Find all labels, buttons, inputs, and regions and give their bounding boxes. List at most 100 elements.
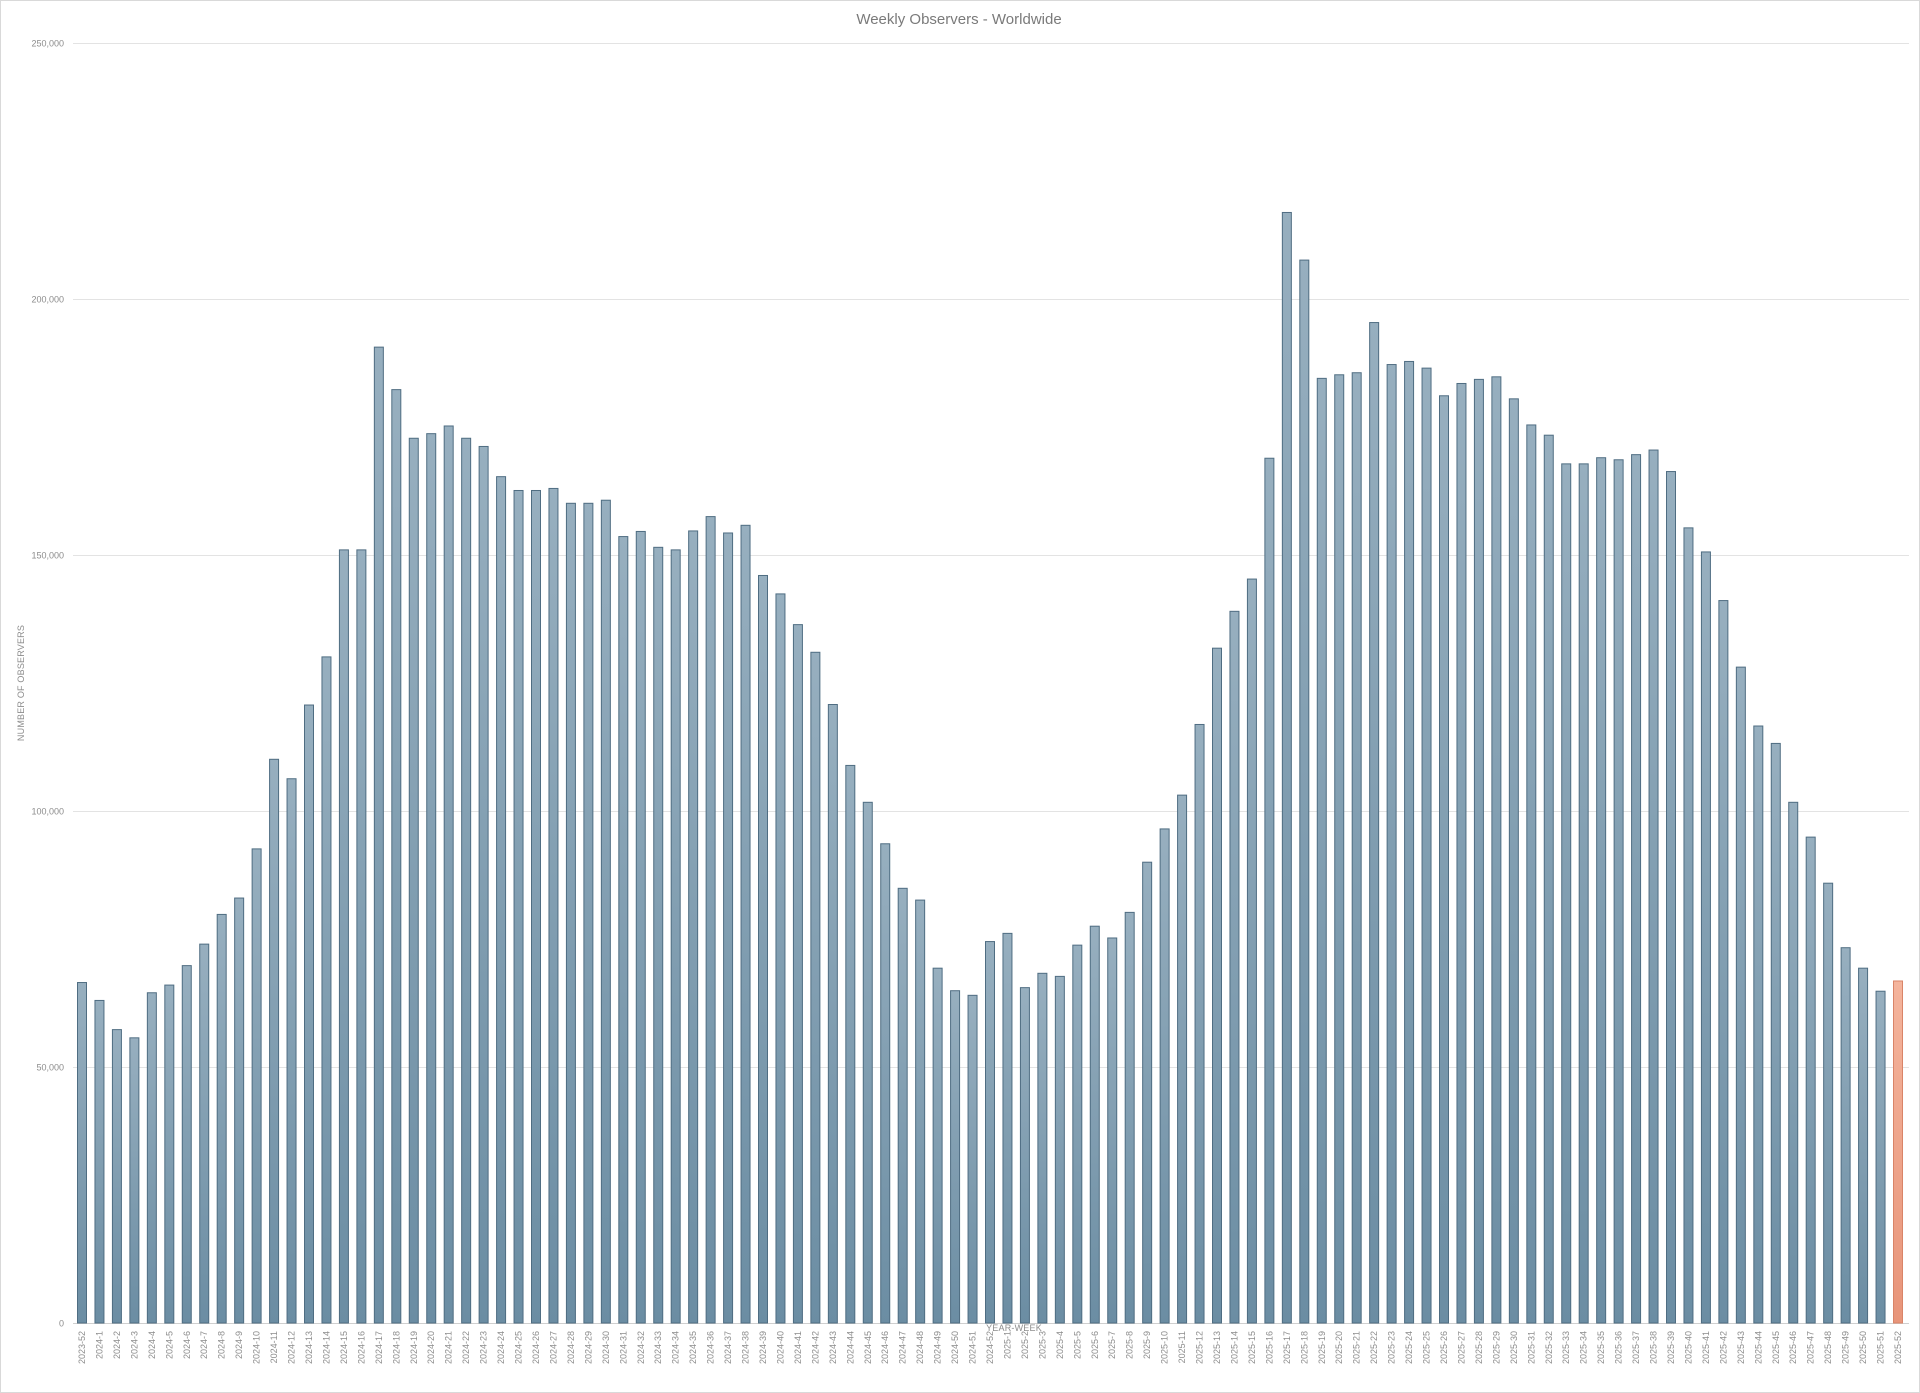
bar-2024-21 [443,425,454,1324]
x-tick-label: 2024-31 [618,1331,628,1364]
x-tick-label: 2025-16 [1264,1331,1274,1364]
x-tick-label: 2024-49 [933,1331,943,1364]
x-tick-label: 2025-46 [1788,1331,1798,1364]
bar-2025-14 [1229,610,1240,1324]
x-tick-label: 2024-4 [147,1331,157,1359]
x-tick-label: 2024-10 [252,1331,262,1364]
x-tick-label: 2024-24 [496,1331,506,1364]
y-tick-label: 50,000 [36,1063,64,1073]
bar-2025-49 [1840,947,1851,1324]
bar-2024-14 [321,656,332,1324]
x-tick-label: 2025-51 [1876,1331,1886,1364]
bar-2024-25 [513,489,524,1324]
x-tick-label: 2025-36 [1614,1331,1624,1364]
x-tick-label: 2024-21 [444,1331,454,1364]
bar-2025-47 [1805,836,1816,1324]
bar-2025-38 [1648,449,1659,1324]
x-tick-label: 2025-52 [1893,1331,1903,1364]
bar-2024-2 [111,1029,122,1324]
bar-2025-26 [1439,395,1449,1324]
x-tick-label: 2024-26 [531,1331,541,1364]
bar-2024-24 [496,476,507,1324]
x-tick-label: 2025-44 [1753,1331,1763,1364]
bar-2025-41 [1700,551,1711,1324]
bar-2024-49 [932,967,943,1324]
x-tick-label: 2025-33 [1561,1331,1571,1364]
x-tick-label: 2025-42 [1718,1331,1728,1364]
x-tick-label: 2025-47 [1806,1331,1816,1364]
bar-2024-16 [356,549,367,1324]
x-tick-label: 2024-33 [653,1331,663,1364]
x-tick-label: 2024-41 [793,1331,803,1364]
bar-2025-9 [1142,861,1153,1324]
x-tick-label: 2024-19 [409,1331,419,1364]
bar-2025-22 [1369,322,1380,1324]
bar-2025-33 [1561,463,1572,1324]
bar-2024-29 [583,502,594,1324]
x-tick-label: 2024-38 [741,1331,751,1364]
bar-2024-41 [792,624,803,1324]
x-axis-label: YEAR-WEEK [986,1323,1042,1333]
bar-2025-19 [1316,377,1327,1324]
bar-2024-20 [426,433,437,1324]
x-tick-label: 2025-6 [1090,1331,1100,1359]
bar-2025-2 [1019,987,1030,1324]
x-tick-label: 2024-14 [321,1331,331,1364]
bar-2025-44 [1753,725,1764,1324]
bar-2024-50 [950,990,961,1324]
bar-2024-32 [635,530,646,1324]
bar-2025-6 [1089,925,1100,1324]
chart-title: Weekly Observers - Worldwide [856,11,1061,28]
x-tick-label: 2025-7 [1107,1331,1117,1359]
bar-2024-37 [723,532,734,1324]
x-tick-label: 2024-51 [968,1331,978,1364]
x-tick-label: 2024-18 [391,1331,401,1364]
bar-2025-45 [1770,742,1781,1324]
x-tick-label: 2024-5 [164,1331,174,1359]
x-tick-label: 2024-44 [845,1331,855,1364]
bar-2025-15 [1246,578,1257,1324]
x-tick-label: 2024-42 [810,1331,820,1364]
bar-2024-47 [897,887,908,1324]
x-tick-label: 2025-20 [1334,1331,1344,1364]
bar-2025-17 [1281,211,1292,1324]
x-tick-label: 2024-17 [374,1331,384,1364]
y-tick-label: 0 [59,1319,64,1329]
bar-2024-34 [670,549,681,1324]
bar-2025-5 [1072,944,1083,1324]
bar-2025-31 [1526,424,1537,1324]
bar-2025-28 [1473,378,1484,1324]
x-tick-label: 2025-32 [1544,1331,1554,1364]
x-tick-label: 2025-11 [1177,1331,1187,1363]
bar-2025-4 [1054,975,1065,1324]
x-tick-label: 2024-8 [217,1331,227,1359]
bar-2024-52 [985,941,995,1324]
bar-2025-40 [1683,527,1694,1324]
x-tick-label: 2025-43 [1736,1331,1746,1364]
x-tick-label: 2025-22 [1369,1331,1379,1364]
x-tick-label: 2024-32 [636,1331,646,1364]
x-tick-label: 2025-35 [1596,1331,1606,1364]
bar-2025-16 [1264,457,1275,1324]
bar-2025-10 [1159,828,1170,1324]
x-tick-label: 2024-23 [479,1331,489,1364]
x-tick-label: 2025-31 [1526,1331,1536,1364]
y-tick-label: 250,000 [31,39,64,49]
x-tick-label: 2025-26 [1439,1331,1449,1364]
bar-2024-36 [705,516,716,1324]
x-tick-label: 2025-2 [1020,1331,1030,1359]
x-tick-label: 2024-39 [758,1331,768,1364]
x-axis-ticks: 2023-52 2024-1 2024-2 2024-3 2024-4 2024-5 202… [77,1331,1903,1364]
x-tick-label: 2024-28 [566,1331,576,1364]
x-tick-label: 2025-10 [1160,1331,1170,1364]
x-tick-label: 2025-9 [1142,1331,1152,1359]
x-tick-label: 2024-52 [985,1331,995,1364]
x-tick-label: 2024-45 [863,1331,873,1364]
bar-2024-31 [618,536,629,1324]
y-tick-label: 100,000 [31,807,64,817]
bar-2024-6 [181,965,192,1324]
bar-2025-8 [1124,911,1135,1324]
bar-2024-45 [862,801,873,1324]
x-tick-label: 2024-2 [112,1331,122,1359]
